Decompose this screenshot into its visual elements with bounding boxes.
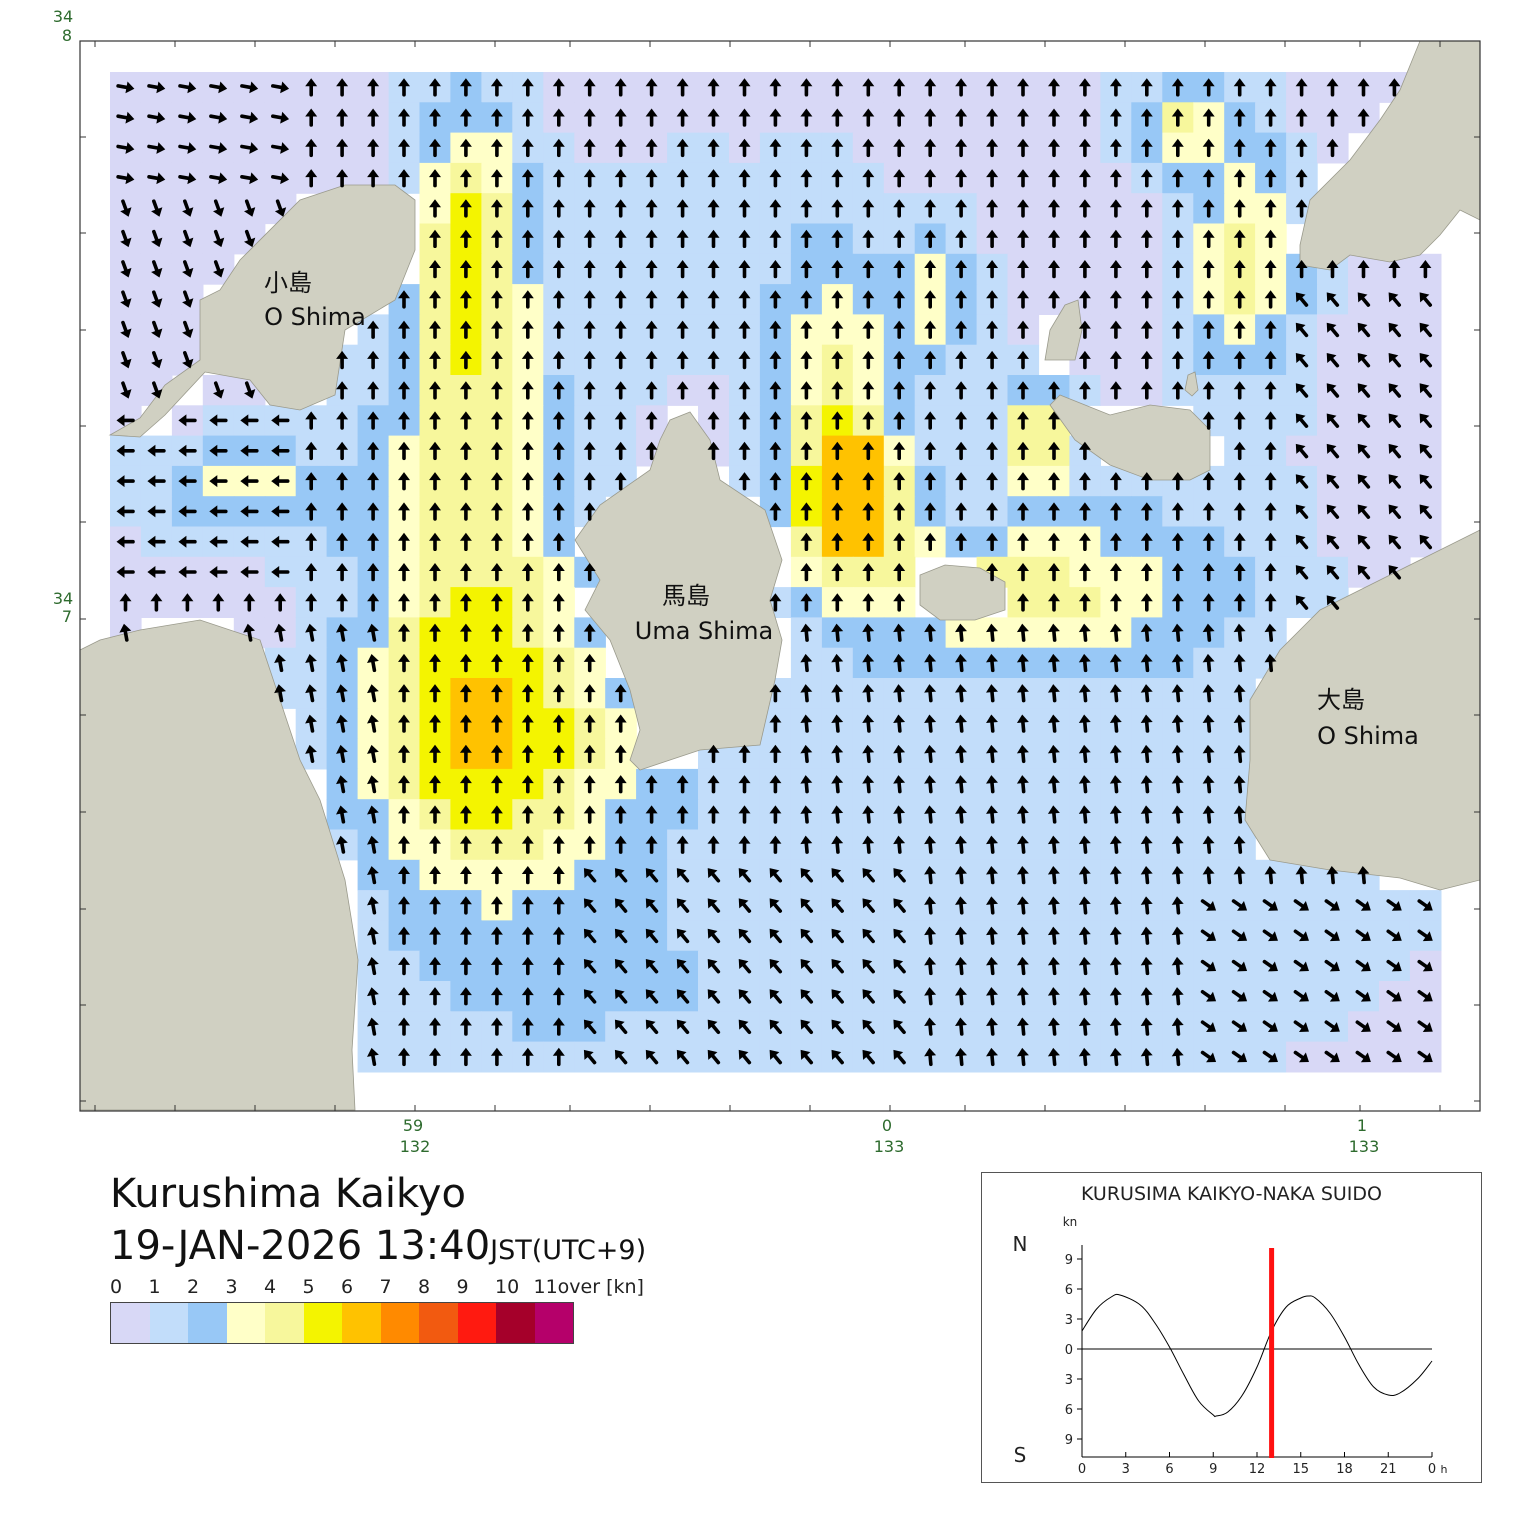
island-label-oshima: 大島 O Shima: [1317, 686, 1419, 750]
island-name-en: Uma Shima: [635, 617, 773, 645]
north-label: N: [1013, 1232, 1028, 1256]
lon-minute: 1: [1357, 1116, 1367, 1135]
lon-minute: 0: [882, 1116, 892, 1135]
y-tick-label: 9: [1065, 1253, 1073, 1268]
legend-label: 6: [341, 1276, 354, 1298]
land-polygon: [1299, 40, 1481, 271]
island-name-en: O Shima: [1317, 722, 1419, 750]
lat-minute: 7: [62, 607, 72, 626]
legend-swatch: [496, 1303, 535, 1343]
x-tick-label: 9: [1209, 1462, 1217, 1477]
y-tick-label: 6: [1065, 1403, 1073, 1418]
legend-swatch: [265, 1303, 304, 1343]
land-polygon: [919, 564, 1006, 621]
lon-minute: 59: [403, 1116, 423, 1135]
longitude-label-133-1: 1 133: [1349, 1116, 1380, 1156]
legend-swatch: [226, 1303, 265, 1343]
legend-label: 11over [kn]: [533, 1276, 644, 1298]
island-label-umashima: 馬島 Uma Shima: [635, 582, 773, 645]
legend-label: 2: [187, 1276, 200, 1298]
legend-swatch: [303, 1303, 342, 1343]
map-frame: [79, 40, 1481, 1112]
chart-title: KURUSIMA KAIKYO-NAKA SUIDO: [1080, 1183, 1382, 1205]
y-tick-label: 6: [1065, 1283, 1073, 1298]
tidal-current-chart: KURUSIMA KAIKYO-NAKA SUIDO kn N S 9 6 3 0 3 6…: [981, 1172, 1482, 1483]
y-tick-label: 3: [1065, 1373, 1073, 1388]
legend-swatch: [149, 1303, 188, 1343]
map-title-block: Kurushima Kaikyo 19-JAN-2026 13:40JST(UT…: [110, 1168, 646, 1277]
x-tick-label: 3: [1122, 1462, 1130, 1477]
longitude-label-133-0: 0 133: [874, 1116, 905, 1156]
lat-minute: 8: [62, 26, 72, 45]
latitude-label-34-7: 34 7: [53, 589, 73, 626]
longitude-label-132-59: 59 132: [400, 1116, 431, 1156]
x-unit-label: h: [1441, 1463, 1448, 1476]
island-name-ja: 馬島: [662, 582, 710, 610]
legend-swatch: [111, 1303, 150, 1343]
legend-label: 10: [495, 1276, 520, 1298]
legend-label: 9: [456, 1276, 469, 1298]
legend-label: 4: [264, 1276, 277, 1298]
lon-degree: 133: [1349, 1137, 1380, 1156]
current-time-marker: [1269, 1248, 1275, 1458]
land-polygon: [1044, 299, 1083, 361]
land-polygon: [108, 184, 416, 438]
tide-curve: [1081, 1293, 1433, 1418]
strait-name: Kurushima Kaikyo: [110, 1171, 466, 1217]
speed-legend-bar: [110, 1302, 574, 1344]
legend-swatch: [457, 1303, 496, 1343]
x-tick-label: 0: [1428, 1462, 1436, 1477]
x-tick-label: 21: [1380, 1462, 1397, 1477]
timezone: JST(UTC+9): [490, 1235, 647, 1266]
y-tick-label: 3: [1065, 1313, 1073, 1328]
x-tick-label: 6: [1165, 1462, 1173, 1477]
legend-label: 8: [418, 1276, 431, 1298]
land-areas: [79, 40, 1481, 1111]
legend-label: 3: [225, 1276, 238, 1298]
x-tick-label: 15: [1292, 1462, 1309, 1477]
legend-label: 1: [148, 1276, 161, 1298]
latitude-label-34-8: 34 8: [53, 7, 73, 45]
legend-swatch: [188, 1303, 227, 1343]
x-tick-label: 12: [1249, 1462, 1266, 1477]
land-polygon: [1244, 529, 1481, 891]
lon-degree: 133: [874, 1137, 905, 1156]
island-name-en: O Shima: [264, 303, 366, 331]
speed-legend-labels: 0 1 2 3 4 5 6 7 8 9 10 11over [kn]: [110, 1276, 644, 1300]
land-polygon: [574, 411, 783, 771]
lat-degree: 34: [53, 7, 73, 26]
island-name-ja: 小島: [264, 269, 312, 297]
legend-label: 0: [110, 1276, 123, 1298]
x-tick-label: 0: [1078, 1462, 1086, 1477]
coordinate-ticks: [80, 40, 1480, 1111]
legend-swatch: [534, 1303, 573, 1343]
datetime: 19-JAN-2026 13:40: [110, 1223, 491, 1269]
land-polygon: [1184, 371, 1199, 397]
unit-label: kn: [1063, 1215, 1078, 1229]
lon-degree: 132: [400, 1137, 431, 1156]
y-tick-label: 9: [1065, 1433, 1073, 1448]
legend-swatch: [380, 1303, 419, 1343]
legend-label: 5: [302, 1276, 315, 1298]
south-label: S: [1014, 1443, 1027, 1467]
island-name-ja: 大島: [1317, 686, 1365, 714]
legend-swatch: [419, 1303, 458, 1343]
timestamp-line: 19-JAN-2026 13:40JST(UTC+9): [110, 1220, 646, 1277]
land-polygon: [79, 619, 359, 1111]
island-label-koshima: 小島 O Shima: [264, 269, 366, 331]
legend-label: 7: [379, 1276, 392, 1298]
legend-swatch: [342, 1303, 381, 1343]
x-tick-label: 18: [1336, 1462, 1353, 1477]
lat-degree: 34: [53, 589, 73, 608]
land-polygon: [1049, 394, 1211, 481]
y-tick-label: 0: [1065, 1343, 1073, 1358]
